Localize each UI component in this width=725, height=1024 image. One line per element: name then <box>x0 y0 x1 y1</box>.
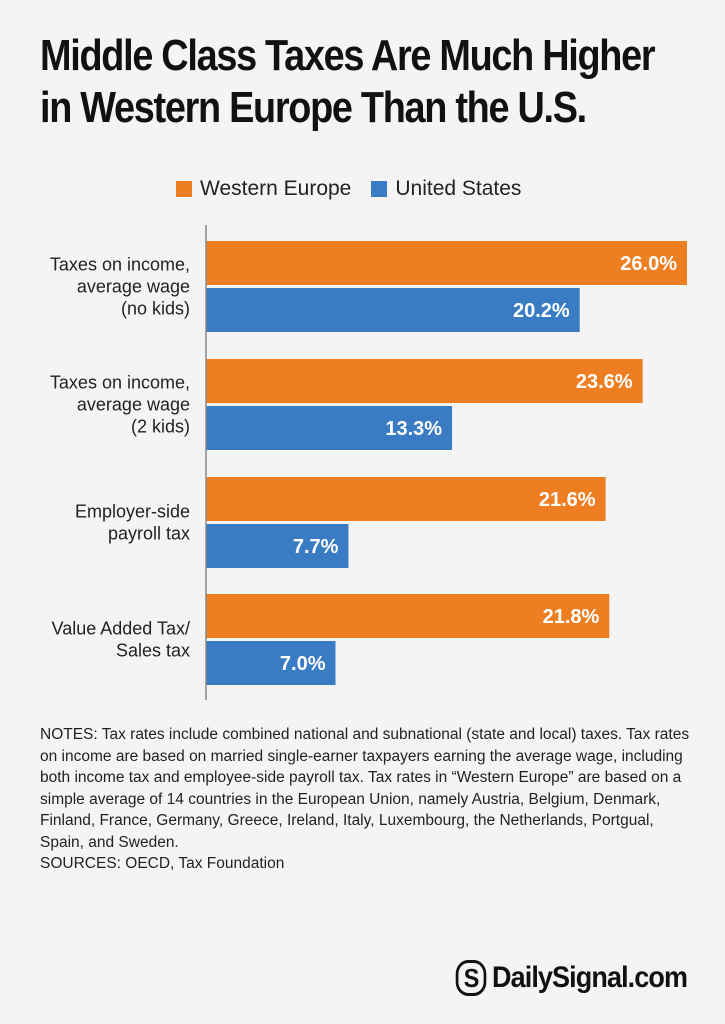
category-label: (2 kids) <box>131 417 190 437</box>
chart-title-line-2: in Western Europe Than the U.S. <box>40 83 587 132</box>
data-label: 21.8% <box>543 606 600 628</box>
bar <box>206 241 687 285</box>
data-label: 20.2% <box>513 300 570 322</box>
notes-text: NOTES: Tax rates include combined nation… <box>40 726 690 851</box>
logo-mark: S <box>455 960 487 996</box>
category-label: Value Added Tax/ <box>52 619 190 639</box>
data-label: 7.7% <box>293 536 339 558</box>
legend: Western Europe United States <box>176 175 521 203</box>
legend-label-western-europe: Western Europe <box>200 177 352 200</box>
dailysignal-logo: S DailySignal.com <box>455 960 688 996</box>
logo-text: DailySignal.com <box>491 961 688 994</box>
category-label: payroll tax <box>108 524 190 544</box>
category-label: average wage <box>77 277 190 297</box>
category-label: Taxes on income, <box>50 373 190 393</box>
data-label: 26.0% <box>620 253 677 275</box>
legend-swatch-western-europe <box>176 181 192 197</box>
bar <box>206 477 606 521</box>
category-label: average wage <box>77 395 190 415</box>
data-label: 7.0% <box>280 653 326 675</box>
bar <box>206 359 643 403</box>
category-label: Employer-side <box>75 502 190 522</box>
data-label: 23.6% <box>576 371 633 393</box>
chart-title: Middle Class Taxes Are Much Higher in We… <box>40 30 656 134</box>
bar <box>206 524 349 568</box>
notes: NOTES: Tax rates include combined nation… <box>40 724 690 875</box>
bar <box>206 288 580 332</box>
bar-chart: Taxes on income,average wage(no kids)26.… <box>50 225 687 700</box>
category-label: Sales tax <box>116 641 190 661</box>
legend-label-united-states: United States <box>395 177 522 200</box>
category-label: Taxes on income, <box>50 255 190 275</box>
legend-swatch-united-states <box>371 181 388 197</box>
bar <box>206 641 336 685</box>
legend-item-western-europe: Western Europe <box>176 177 351 201</box>
sources-text: SOURCES: OECD, Tax Foundation <box>40 855 285 872</box>
data-label: 13.3% <box>385 418 442 440</box>
chart-title-line-1: Middle Class Taxes Are Much Higher <box>40 31 656 80</box>
bar <box>206 594 610 638</box>
legend-item-united-states: United States <box>371 177 521 201</box>
category-label: (no kids) <box>121 299 190 319</box>
data-label: 21.6% <box>539 489 596 511</box>
bar <box>206 406 453 450</box>
